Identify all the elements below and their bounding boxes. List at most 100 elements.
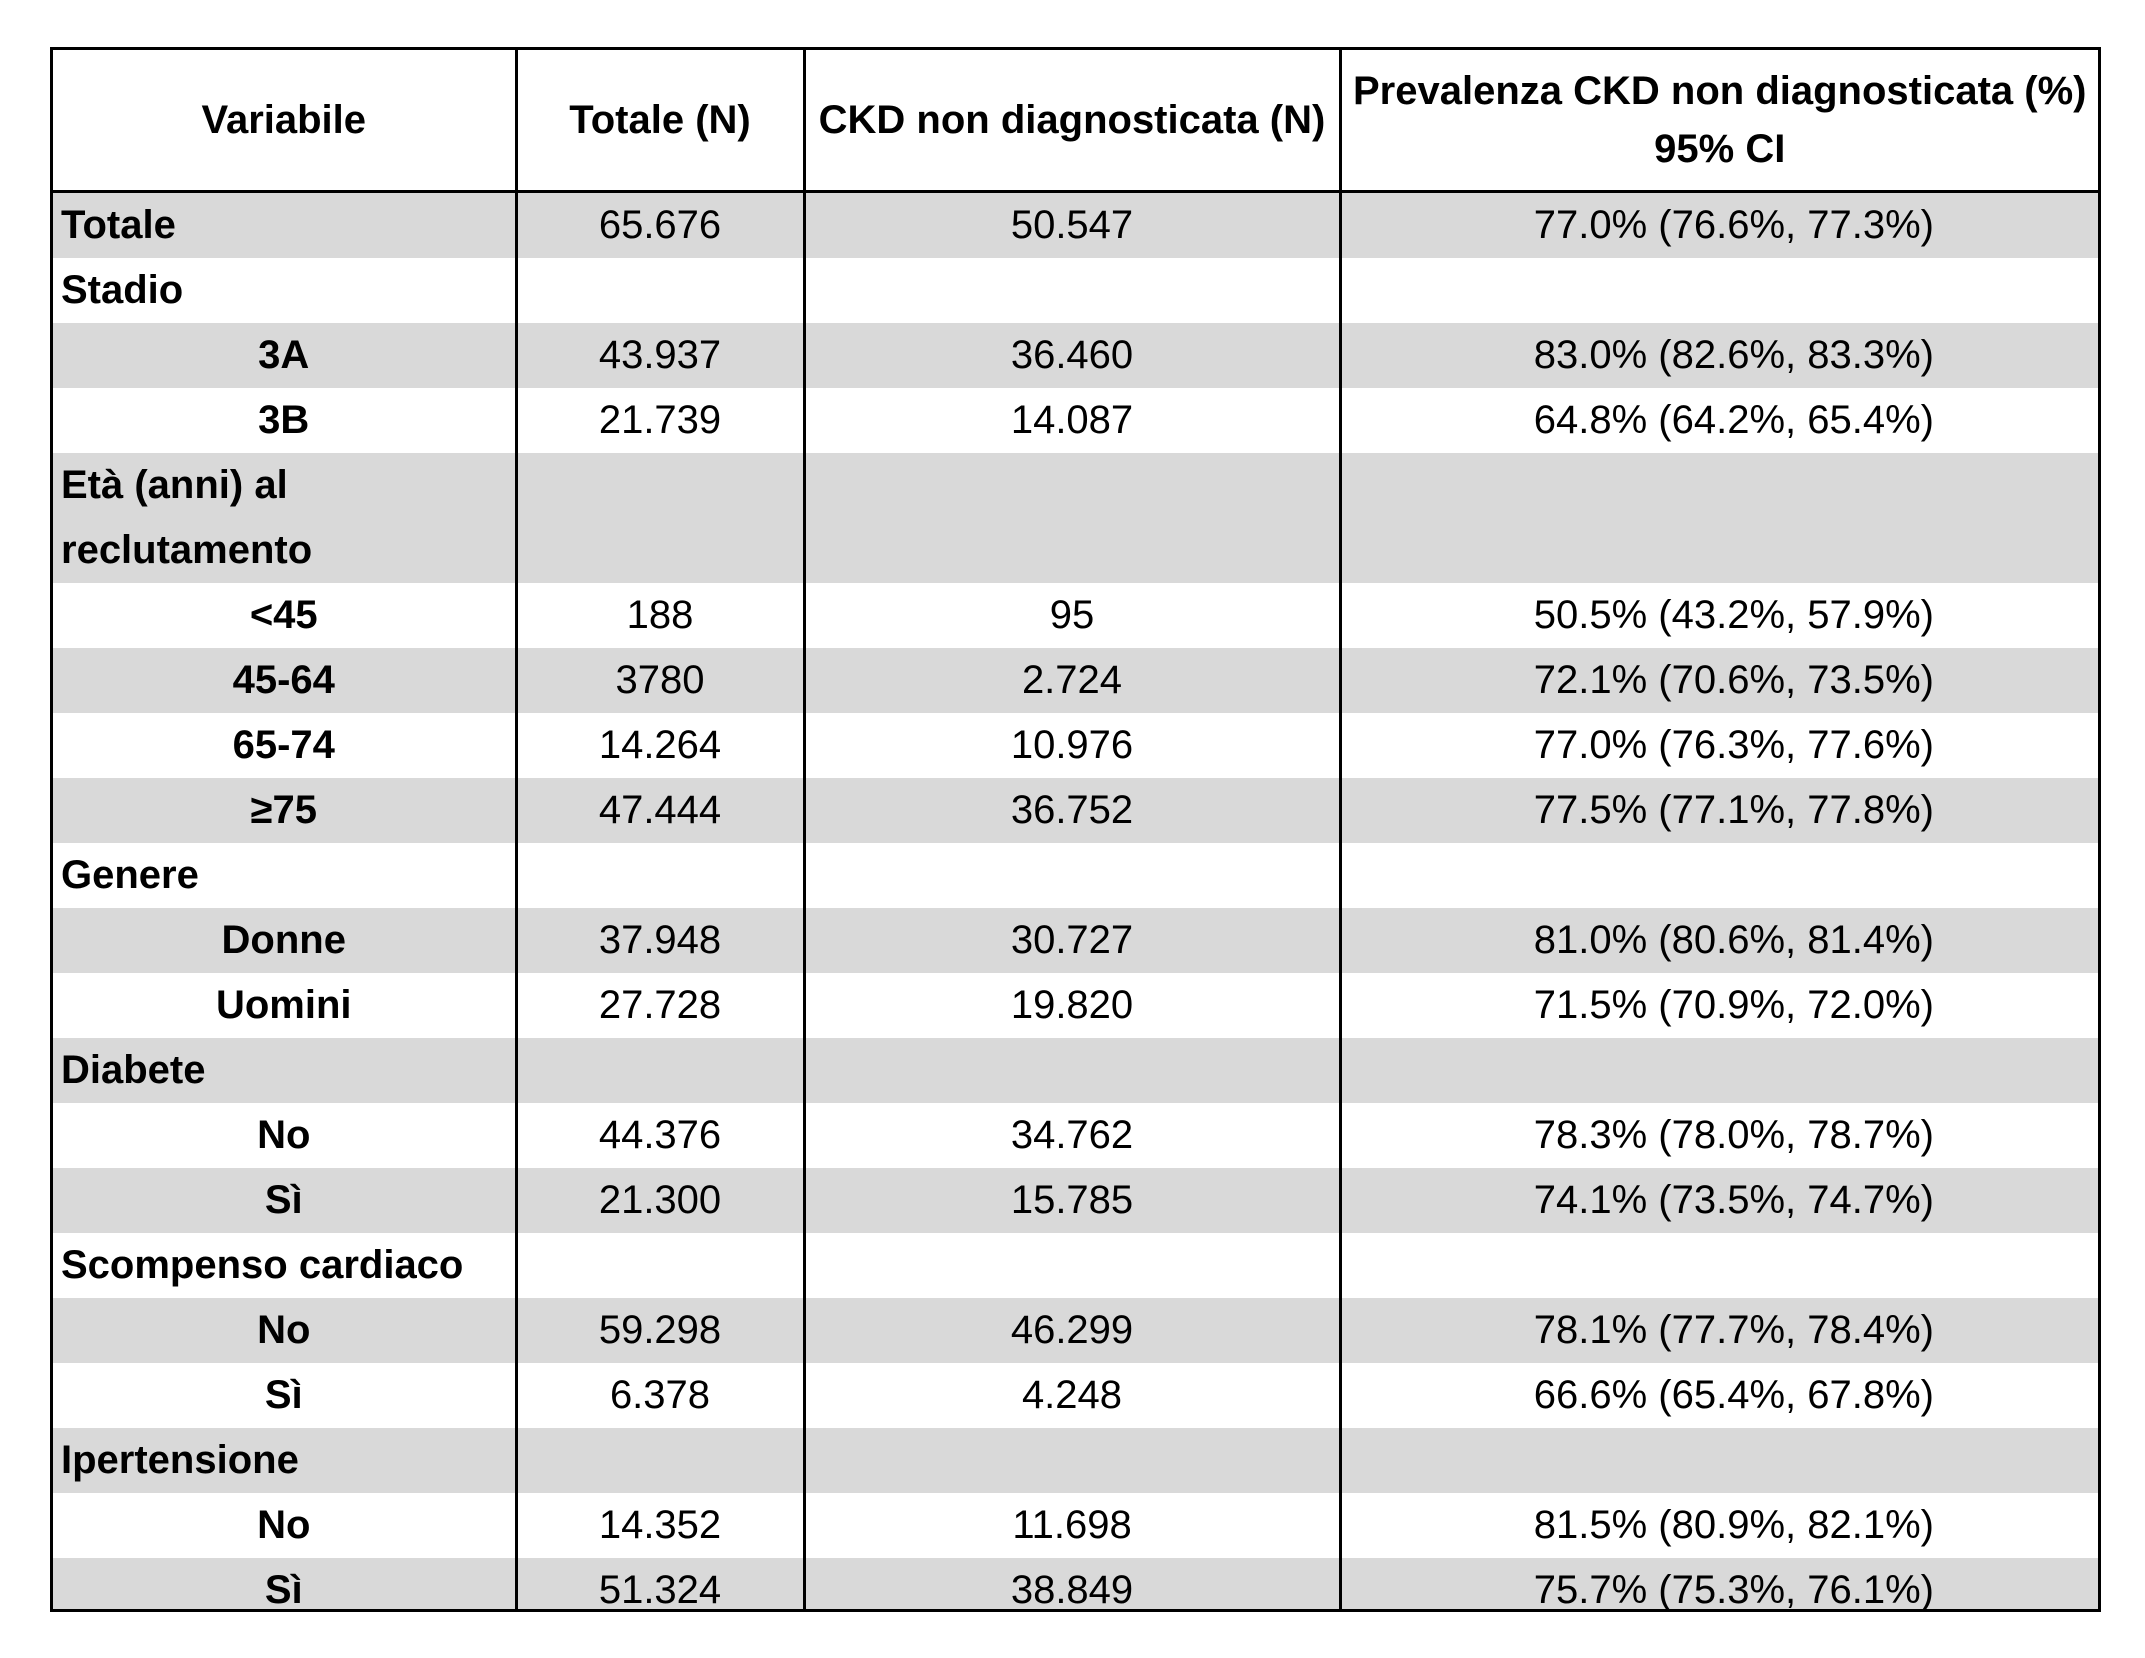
cell-prevalenza: 81.0% (80.6%, 81.4%) — [1338, 908, 2098, 973]
cell-ckd — [802, 843, 1340, 908]
cell-totale: 14.264 — [514, 713, 804, 778]
table-row: Uomini 27.728 19.820 71.5% (70.9%, 72.0%… — [53, 973, 2098, 1038]
cell-totale: 21.739 — [514, 388, 804, 453]
header-totale: Totale (N) — [514, 50, 804, 193]
cell-prevalenza: 66.6% (65.4%, 67.8%) — [1338, 1363, 2098, 1428]
row-label: Uomini — [215, 983, 352, 1027]
cell-prevalenza: 81.5% (80.9%, 82.1%) — [1338, 1493, 2098, 1558]
row-label: Sì — [53, 1168, 516, 1233]
cell-totale: 37.948 — [514, 908, 804, 973]
header-prevalenza: Prevalenza CKD non diagnosticata (%) 95%… — [1338, 50, 2098, 193]
cell-prevalenza: 83.0% (82.6%, 83.3%) — [1338, 323, 2098, 388]
header-ckd: CKD non diagnosticata (N) — [802, 50, 1340, 193]
table-row: 3A 43.937 36.460 83.0% (82.6%, 83.3%) — [53, 323, 2098, 388]
section-label: Stadio — [61, 268, 184, 312]
row-label: <45 — [249, 593, 318, 637]
cell-ckd: 36.752 — [802, 778, 1340, 843]
cell-totale: 6.378 — [514, 1363, 804, 1428]
table-row: Sì 21.300 15.785 74.1% (73.5%, 74.7%) — [53, 1168, 2098, 1233]
table-row: Donne 37.948 30.727 81.0% (80.6%, 81.4%) — [53, 908, 2098, 973]
section-label: Diabete — [53, 1038, 516, 1103]
table-row: Sì 51.324 38.849 75.7% (75.3%, 76.1%) — [53, 1558, 2098, 1609]
row-label: Sì — [264, 1373, 303, 1417]
table-row: Sì 6.378 4.248 66.6% (65.4%, 67.8%) — [53, 1363, 2098, 1428]
cell-ckd: 11.698 — [802, 1493, 1340, 1558]
cell-ckd — [802, 1428, 1340, 1493]
cell-prevalenza: 77.0% (76.3%, 77.6%) — [1338, 713, 2098, 778]
cell-ckd: 34.762 — [802, 1103, 1340, 1168]
cell-prevalenza: 77.5% (77.1%, 77.8%) — [1338, 778, 2098, 843]
cell-totale — [514, 1428, 804, 1493]
row-label: Sì — [53, 1558, 516, 1609]
header-variabile: Variabile — [53, 50, 516, 193]
table-row: No 14.352 11.698 81.5% (80.9%, 82.1%) — [53, 1493, 2098, 1558]
cell-totale: 188 — [514, 583, 804, 648]
table-row-section-stadio: Stadio — [53, 258, 2098, 323]
cell-ckd: 19.820 — [802, 973, 1340, 1038]
cell-totale: 47.444 — [514, 778, 804, 843]
cell-totale: 43.937 — [514, 323, 804, 388]
section-label: Scompenso cardiaco — [61, 1243, 464, 1287]
cell-prevalenza: 78.3% (78.0%, 78.7%) — [1338, 1103, 2098, 1168]
cell-ckd: 50.547 — [802, 191, 1340, 258]
table-row: No 59.298 46.299 78.1% (77.7%, 78.4%) — [53, 1298, 2098, 1363]
cell-ckd: 30.727 — [802, 908, 1340, 973]
table-row: ≥75 47.444 36.752 77.5% (77.1%, 77.8%) — [53, 778, 2098, 843]
header-row: Variabile Totale (N) CKD non diagnostica… — [53, 50, 2098, 193]
row-label: No — [257, 1113, 311, 1157]
cell-ckd: 95 — [802, 583, 1340, 648]
section-label: Genere — [61, 853, 199, 897]
cell-ckd: 2.724 — [802, 648, 1340, 713]
table-row: 45-64 3780 2.724 72.1% (70.6%, 73.5%) — [53, 648, 2098, 713]
cell-prevalenza: 71.5% (70.9%, 72.0%) — [1338, 973, 2098, 1038]
cell-ckd: 14.087 — [802, 388, 1340, 453]
cell-prevalenza: 78.1% (77.7%, 78.4%) — [1338, 1298, 2098, 1363]
cell-totale: 14.352 — [514, 1493, 804, 1558]
cell-prevalenza: 75.7% (75.3%, 76.1%) — [1338, 1558, 2098, 1609]
cell-prevalenza: 72.1% (70.6%, 73.5%) — [1338, 648, 2098, 713]
table-row-section-genere: Genere — [53, 843, 2098, 908]
cell-totale — [514, 843, 804, 908]
cell-ckd: 46.299 — [802, 1298, 1340, 1363]
row-label: Totale — [53, 191, 516, 258]
cell-ckd — [802, 453, 1340, 583]
table-row: 3B 21.739 14.087 64.8% (64.2%, 65.4%) — [53, 388, 2098, 453]
table-row-section-ipertensione: Ipertensione — [53, 1428, 2098, 1493]
row-label: 45-64 — [53, 648, 516, 713]
cell-ckd — [802, 1233, 1340, 1298]
table-row-totale: Totale 65.676 50.547 77.0% (76.6%, 77.3%… — [53, 191, 2098, 258]
table-row: 65-74 14.264 10.976 77.0% (76.3%, 77.6%) — [53, 713, 2098, 778]
cell-totale — [514, 1233, 804, 1298]
cell-prevalenza — [1338, 1233, 2098, 1298]
cell-totale — [514, 453, 804, 583]
row-label: ≥75 — [53, 778, 516, 843]
cell-prevalenza — [1338, 258, 2098, 323]
cell-prevalenza — [1338, 453, 2098, 583]
table-row-section-scompenso: Scompenso cardiaco — [53, 1233, 2098, 1298]
cell-ckd — [802, 258, 1340, 323]
row-label: No — [257, 1503, 311, 1547]
cell-totale: 3780 — [514, 648, 804, 713]
cell-ckd: 15.785 — [802, 1168, 1340, 1233]
cell-totale: 65.676 — [514, 191, 804, 258]
cell-prevalenza: 50.5% (43.2%, 57.9%) — [1338, 583, 2098, 648]
cell-ckd: 36.460 — [802, 323, 1340, 388]
cell-ckd: 4.248 — [802, 1363, 1340, 1428]
cell-ckd: 38.849 — [802, 1558, 1340, 1609]
row-label: Donne — [53, 908, 516, 973]
table-row: <45 188 95 50.5% (43.2%, 57.9%) — [53, 583, 2098, 648]
row-label: 65-74 — [232, 723, 335, 767]
row-label: No — [53, 1298, 516, 1363]
table-row: No 44.376 34.762 78.3% (78.0%, 78.7%) — [53, 1103, 2098, 1168]
row-label: 3A — [53, 323, 516, 388]
cell-totale — [514, 1038, 804, 1103]
cell-totale: 21.300 — [514, 1168, 804, 1233]
cell-prevalenza: 74.1% (73.5%, 74.7%) — [1338, 1168, 2098, 1233]
cell-totale: 27.728 — [514, 973, 804, 1038]
cell-prevalenza: 64.8% (64.2%, 65.4%) — [1338, 388, 2098, 453]
cell-prevalenza — [1338, 1038, 2098, 1103]
cell-totale: 44.376 — [514, 1103, 804, 1168]
row-label: 3B — [258, 398, 310, 442]
section-label: Ipertensione — [53, 1428, 516, 1493]
cell-ckd: 10.976 — [802, 713, 1340, 778]
